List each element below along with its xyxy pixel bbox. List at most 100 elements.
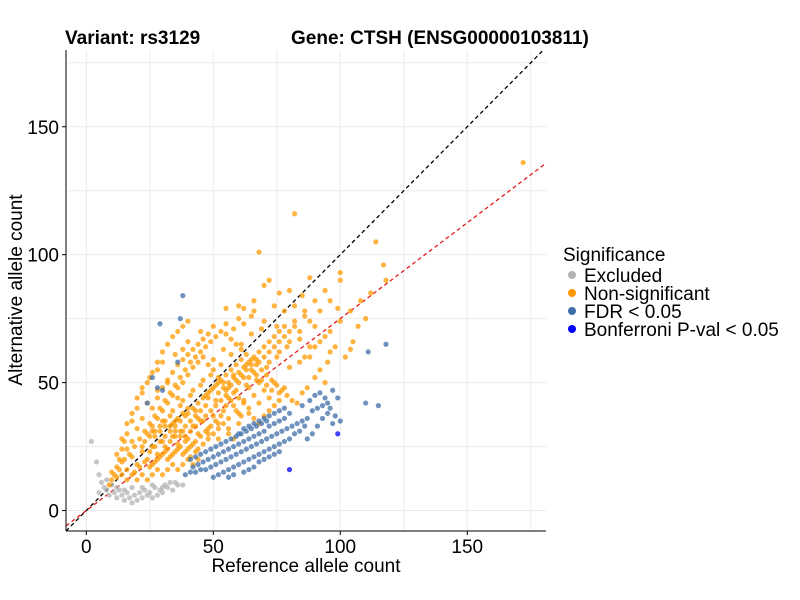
point-non-significant bbox=[368, 290, 374, 296]
point-non-significant bbox=[233, 408, 239, 414]
point-non-significant bbox=[152, 433, 158, 439]
point-fdr-0-05 bbox=[276, 418, 282, 424]
point-non-significant bbox=[218, 413, 224, 419]
point-non-significant bbox=[220, 420, 227, 427]
point-fdr-0-05 bbox=[253, 441, 260, 447]
point-non-significant bbox=[253, 356, 260, 363]
point-non-significant bbox=[195, 359, 201, 365]
point-non-significant bbox=[236, 303, 242, 309]
point-non-significant bbox=[114, 474, 120, 480]
point-fdr-0-05 bbox=[248, 443, 254, 450]
point-non-significant bbox=[332, 344, 338, 350]
point-non-significant bbox=[271, 380, 277, 386]
point-non-significant bbox=[119, 436, 125, 442]
point-fdr-0-05 bbox=[337, 418, 343, 424]
point-excluded bbox=[134, 497, 140, 503]
point-fdr-0-05 bbox=[175, 359, 181, 365]
point-excluded bbox=[104, 477, 110, 483]
point-non-significant bbox=[281, 333, 288, 340]
title-gene: Gene: CTSH (ENSG00000103811) bbox=[291, 28, 589, 49]
point-fdr-0-05 bbox=[213, 443, 219, 450]
point-non-significant bbox=[180, 380, 186, 386]
point-non-significant bbox=[180, 346, 186, 352]
point-non-significant bbox=[187, 359, 194, 365]
point-fdr-0-05 bbox=[149, 374, 155, 381]
point-non-significant bbox=[251, 369, 257, 375]
point-non-significant bbox=[271, 303, 277, 309]
point-non-significant bbox=[312, 344, 318, 350]
point-non-significant bbox=[131, 443, 138, 450]
point-fdr-0-05 bbox=[246, 466, 252, 473]
point-non-significant bbox=[218, 397, 224, 404]
point-fdr-0-05 bbox=[243, 428, 249, 434]
point-non-significant bbox=[159, 472, 166, 478]
point-non-significant bbox=[198, 328, 204, 335]
point-non-significant bbox=[355, 323, 361, 329]
point-excluded bbox=[96, 472, 102, 478]
point-non-significant bbox=[198, 418, 204, 424]
point-non-significant bbox=[322, 333, 328, 340]
point-non-significant bbox=[200, 336, 206, 342]
point-non-significant bbox=[190, 364, 196, 370]
point-non-significant bbox=[264, 382, 270, 388]
ref-line-identity bbox=[66, 50, 545, 531]
point-non-significant bbox=[213, 397, 219, 404]
point-bonferroni-p-val-0-05 bbox=[335, 431, 341, 437]
point-fdr-0-05 bbox=[223, 456, 229, 462]
legend-label-bonferroni-p-val-0-05: Bonferroni P-val < 0.05 bbox=[584, 320, 779, 341]
axes: 0 50 100 150 0 50 100 150 bbox=[27, 50, 546, 558]
point-non-significant bbox=[185, 405, 191, 411]
point-non-significant bbox=[134, 405, 140, 411]
point-fdr-0-05 bbox=[144, 400, 150, 406]
point-non-significant bbox=[124, 420, 130, 427]
point-fdr-0-05 bbox=[281, 438, 288, 445]
point-non-significant bbox=[274, 323, 280, 329]
point-non-significant bbox=[177, 403, 183, 409]
point-non-significant bbox=[291, 318, 298, 324]
point-non-significant bbox=[236, 420, 242, 427]
point-non-significant bbox=[167, 438, 173, 445]
point-non-significant bbox=[205, 390, 211, 396]
point-non-significant bbox=[164, 341, 171, 347]
point-non-significant bbox=[175, 395, 181, 401]
gridlines bbox=[66, 50, 546, 531]
point-non-significant bbox=[114, 451, 120, 457]
point-fdr-0-05 bbox=[289, 423, 295, 429]
point-excluded bbox=[96, 490, 102, 496]
point-excluded bbox=[167, 479, 173, 485]
point-non-significant bbox=[180, 323, 186, 329]
point-excluded bbox=[98, 479, 105, 485]
point-fdr-0-05 bbox=[192, 454, 199, 460]
point-fdr-0-05 bbox=[294, 420, 300, 427]
point-non-significant bbox=[261, 344, 267, 350]
point-excluded bbox=[159, 490, 166, 496]
point-non-significant bbox=[243, 351, 249, 358]
point-non-significant bbox=[208, 339, 214, 345]
point-fdr-0-05 bbox=[190, 464, 196, 470]
point-non-significant bbox=[139, 385, 145, 391]
point-fdr-0-05 bbox=[251, 464, 257, 470]
point-non-significant bbox=[177, 443, 183, 450]
point-non-significant bbox=[253, 377, 260, 383]
point-non-significant bbox=[248, 313, 254, 319]
point-non-significant bbox=[164, 380, 171, 386]
point-non-significant bbox=[177, 374, 183, 381]
point-excluded bbox=[131, 492, 138, 498]
point-fdr-0-05 bbox=[266, 446, 272, 452]
point-excluded bbox=[104, 487, 110, 493]
point-non-significant bbox=[124, 466, 130, 473]
point-non-significant bbox=[170, 420, 176, 427]
point-fdr-0-05 bbox=[231, 464, 237, 470]
point-non-significant bbox=[192, 413, 199, 419]
point-non-significant bbox=[170, 369, 176, 375]
point-non-significant bbox=[246, 405, 252, 411]
point-non-significant bbox=[335, 305, 341, 312]
point-non-significant bbox=[220, 346, 227, 352]
point-excluded bbox=[111, 490, 117, 496]
point-non-significant bbox=[149, 472, 155, 478]
point-non-significant bbox=[213, 333, 219, 340]
point-non-significant bbox=[147, 464, 153, 470]
point-non-significant bbox=[142, 459, 148, 465]
point-fdr-0-05 bbox=[266, 454, 272, 460]
point-non-significant bbox=[205, 436, 211, 442]
